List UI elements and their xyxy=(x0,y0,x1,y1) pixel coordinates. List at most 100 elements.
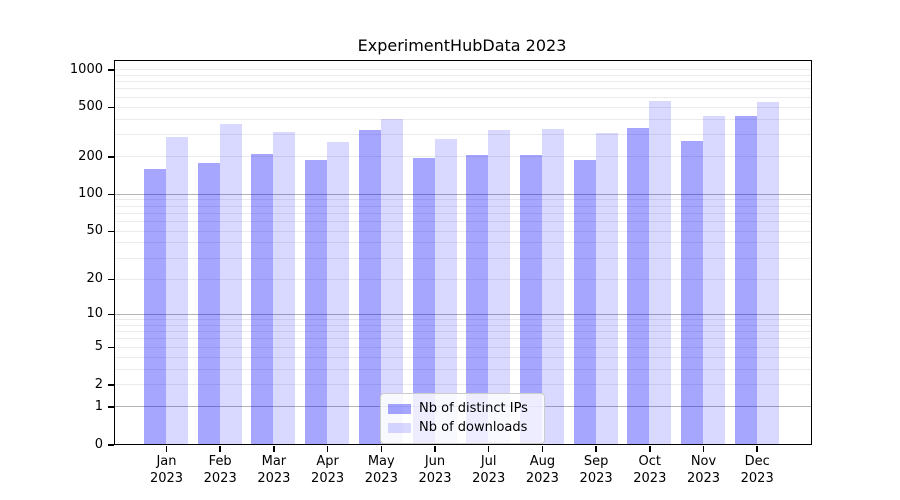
y-tick-mark xyxy=(108,406,114,408)
legend-item-distinct-ips: Nb of distinct IPs xyxy=(388,399,536,418)
bar-distinct-ips xyxy=(466,154,489,444)
y-tick-mark xyxy=(108,384,114,386)
y-tick-mark xyxy=(108,156,114,158)
gridline-minor xyxy=(115,384,811,386)
gridline-minor xyxy=(115,257,811,259)
chart-title: ExperimentHubData 2023 xyxy=(357,36,567,55)
gridline-minor xyxy=(115,278,811,280)
bar-distinct-ips xyxy=(519,154,542,444)
gridline-minor xyxy=(115,205,811,207)
gridline-minor xyxy=(115,199,811,201)
x-tick-label: Mar 2023 xyxy=(257,454,291,486)
bar-downloads xyxy=(756,102,779,444)
y-tick-mark xyxy=(108,346,114,349)
x-tick-label: Jan 2023 xyxy=(149,454,184,486)
x-tick-label: May 2023 xyxy=(364,454,398,486)
x-tick-mark xyxy=(649,446,651,452)
y-tick-mark xyxy=(108,278,114,281)
gridline-minor xyxy=(115,134,811,136)
bar-distinct-ips xyxy=(681,140,703,444)
bar-distinct-ips xyxy=(573,159,596,444)
x-tick-mark xyxy=(219,446,221,452)
bar-distinct-ips xyxy=(412,157,435,444)
bar-downloads xyxy=(166,136,188,444)
gridline-minor xyxy=(115,156,811,158)
gridline-minor xyxy=(115,324,811,326)
y-tick-label: 0 xyxy=(94,436,103,452)
gridline-minor xyxy=(115,69,811,71)
x-tick-mark xyxy=(541,446,544,452)
y-tick-mark xyxy=(108,230,114,233)
bar-downloads xyxy=(380,119,403,444)
gridline-minor xyxy=(115,106,811,108)
x-tick-mark xyxy=(702,446,705,452)
x-tick-label: Aug 2023 xyxy=(525,454,559,486)
y-tick-label: 2 xyxy=(94,376,103,392)
gridline-minor xyxy=(115,242,811,244)
gridline-minor xyxy=(115,338,811,340)
y-tick-label: 500 xyxy=(78,99,103,115)
bar-downloads xyxy=(703,116,725,444)
bar-distinct-ips xyxy=(358,129,381,444)
x-tick-mark xyxy=(756,446,758,452)
gridline-minor xyxy=(115,74,811,76)
bar-downloads xyxy=(488,129,511,444)
legend-label-downloads: Nb of downloads xyxy=(419,420,528,435)
x-tick-label: Feb 2023 xyxy=(203,454,237,486)
y-tick-label: 1000 xyxy=(69,61,103,77)
gridline-minor xyxy=(115,230,811,232)
plot-area xyxy=(114,60,812,445)
bar-downloads xyxy=(327,142,350,444)
gridline-minor xyxy=(115,212,811,214)
gridline-minor xyxy=(115,319,811,321)
bar-distinct-ips xyxy=(734,116,757,444)
gridline-minor xyxy=(115,346,811,348)
y-tick-label: 20 xyxy=(86,271,103,287)
bar-distinct-ips xyxy=(251,153,274,444)
x-tick-mark xyxy=(487,446,490,452)
gridline-major xyxy=(115,313,811,315)
gridline-minor xyxy=(115,356,811,358)
bar-downloads xyxy=(434,138,457,444)
gridline-minor xyxy=(115,96,811,98)
bar-downloads xyxy=(219,123,242,444)
gridline-major xyxy=(115,193,811,195)
legend-item-downloads: Nb of downloads xyxy=(388,418,536,437)
x-tick-label: Sep 2023 xyxy=(579,454,613,486)
y-tick-mark xyxy=(108,106,114,109)
legend-swatch-downloads-icon xyxy=(388,422,411,433)
bar-distinct-ips xyxy=(305,159,328,444)
gridline-minor xyxy=(115,88,811,90)
gridline-minor xyxy=(115,220,811,222)
x-tick-label: Apr 2023 xyxy=(311,454,345,486)
bar-distinct-ips xyxy=(144,168,166,444)
bar-downloads xyxy=(541,128,564,444)
y-tick-label: 5 xyxy=(94,339,103,355)
x-tick-mark xyxy=(326,446,329,452)
bar-downloads xyxy=(595,132,618,444)
gridline-minor xyxy=(115,331,811,333)
y-tick-mark xyxy=(108,444,114,446)
y-tick-label: 10 xyxy=(86,306,103,322)
x-tick-label: Jul 2023 xyxy=(472,454,506,486)
x-tick-mark xyxy=(434,446,436,452)
bar-downloads xyxy=(649,100,672,444)
gridline-minor xyxy=(115,368,811,370)
y-tick-label: 1 xyxy=(94,398,103,414)
bar-distinct-ips xyxy=(197,162,220,444)
x-tick-mark xyxy=(595,446,597,452)
gridline-minor xyxy=(115,118,811,120)
y-tick-mark xyxy=(108,69,114,71)
x-tick-label: Jun 2023 xyxy=(418,454,452,486)
y-tick-mark xyxy=(108,313,114,316)
y-tick-label: 100 xyxy=(78,186,103,202)
gridline-minor xyxy=(115,81,811,83)
bar-downloads xyxy=(273,131,296,444)
legend: Nb of distinct IPs Nb of downloads xyxy=(380,393,545,444)
x-tick-label: Oct 2023 xyxy=(633,454,667,486)
bar-distinct-ips xyxy=(627,128,650,444)
x-tick-label: Nov 2023 xyxy=(686,454,721,486)
y-tick-mark xyxy=(108,193,114,196)
legend-label-distinct-ips: Nb of distinct IPs xyxy=(419,401,528,416)
